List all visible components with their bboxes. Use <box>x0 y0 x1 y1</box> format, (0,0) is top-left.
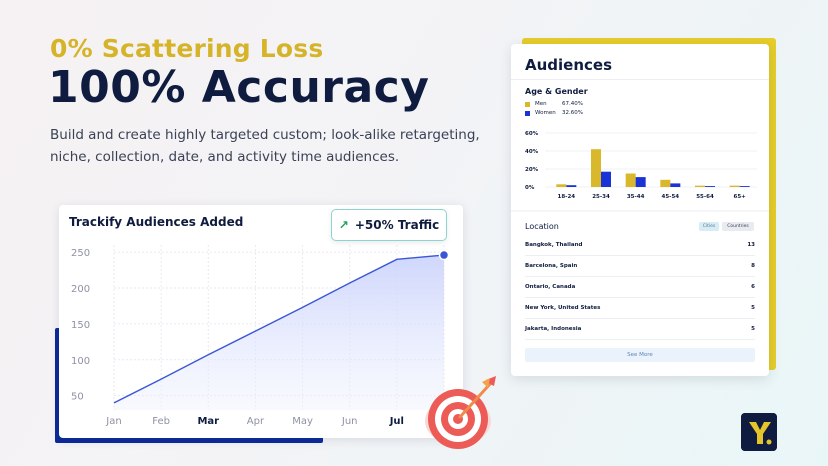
legend-swatch-women <box>525 110 530 116</box>
bar-men <box>729 185 740 187</box>
x-tick-label: Jul <box>389 416 404 427</box>
y-tick-label: 0% <box>525 185 535 191</box>
x-tick-label: 35-44 <box>627 194 645 200</box>
legend-men: Men 67.40% <box>525 101 583 107</box>
tab-countries[interactable]: Countries <box>722 222 754 231</box>
location-count: 13 <box>747 242 755 248</box>
x-tick-label: 55-64 <box>696 194 714 200</box>
location-name: Ontario, Canada <box>525 284 576 290</box>
arrow-up-right-icon: ↗ <box>338 218 349 232</box>
y-tick-label: 100 <box>71 356 90 367</box>
brand-logo-icon <box>741 413 777 451</box>
x-tick-label: Jan <box>105 416 121 427</box>
headline: 0% Scattering Loss <box>50 34 324 63</box>
audiences-card: Audiences Age & Gender Men 67.40% Women … <box>511 44 769 376</box>
x-tick-label: 65+ <box>734 194 747 200</box>
bar-men <box>591 149 601 187</box>
legend-label-women: Women <box>535 110 556 116</box>
y-tick-label: 250 <box>71 248 90 259</box>
bar-women <box>601 171 611 187</box>
trackify-chart-card: 50 100 150 200 250 Jan Feb Mar Apr May Jun Jul Trac… <box>59 205 463 438</box>
tab-cities[interactable]: Cities <box>699 222 719 231</box>
legend-swatch-men <box>525 101 530 107</box>
see-more-button[interactable]: See More <box>525 348 755 362</box>
list-item: Barcelona, Spain 8 <box>525 256 755 277</box>
bar-women <box>705 186 715 187</box>
target-dart-icon <box>425 376 496 449</box>
chart-title: Trackify Audiences Added <box>69 215 244 229</box>
x-tick-label: 18-24 <box>558 194 576 200</box>
age-gender-chart: 0% 20% 40% 60% 18-24 25-34 35-44 45-54 55-64 65+ <box>511 131 769 212</box>
series-end-point <box>438 249 450 261</box>
bar-men <box>556 184 567 187</box>
bar-men <box>660 179 671 187</box>
divider <box>511 79 769 80</box>
bar-women <box>670 183 681 187</box>
x-tick-label: Feb <box>152 416 170 427</box>
location-name: Barcelona, Spain <box>525 263 578 269</box>
y-tick-label: 20% <box>525 167 539 173</box>
list-item: New York, United States 5 <box>525 298 755 319</box>
location-count: 5 <box>751 326 755 332</box>
bar-men <box>695 185 705 187</box>
list-item: Bangkok, Thailand 13 <box>525 235 755 256</box>
y-tick-label: 60% <box>525 131 539 137</box>
traffic-callout: ↗ +50% Traffic <box>331 209 447 241</box>
audiences-title: Audiences <box>525 56 613 74</box>
location-count: 5 <box>751 305 755 311</box>
y-tick-label: 200 <box>71 284 90 295</box>
location-name: Jakarta, Indonesia <box>525 326 582 332</box>
x-tick-label: 25-34 <box>592 194 610 200</box>
legend-label-men: Men <box>535 101 547 107</box>
y-tick-label: 40% <box>525 149 539 155</box>
legend-value-men: 67.40% <box>562 101 583 107</box>
x-tick-label: Jun <box>341 416 358 427</box>
legend-women: Women 32.60% <box>525 110 583 116</box>
list-item: Jakarta, Indonesia 5 <box>525 319 755 340</box>
x-tick-label: Apr <box>247 416 265 427</box>
x-tick-label: 45-54 <box>662 194 680 200</box>
y-tick-label: 150 <box>71 320 90 331</box>
legend-value-women: 32.60% <box>562 110 583 116</box>
x-tick-label: Mar <box>197 416 219 427</box>
y-tick-label: 50 <box>71 392 84 403</box>
area-fill <box>114 255 444 410</box>
bar-women <box>739 186 750 187</box>
x-tick-label: May <box>292 416 313 427</box>
trackify-chart: 50 100 150 200 250 Jan Feb Mar Apr May Jun Jul <box>71 245 450 427</box>
series-line <box>113 254 445 404</box>
list-item: Ontario, Canada 6 <box>525 277 755 298</box>
location-name: New York, United States <box>525 305 601 311</box>
age-gender-title: Age & Gender <box>525 87 588 96</box>
location-name: Bangkok, Thailand <box>525 242 583 248</box>
location-count: 6 <box>751 284 755 290</box>
description: Build and create highly targeted custom;… <box>50 127 480 165</box>
location-title: Location <box>525 222 559 231</box>
traffic-callout-label: +50% Traffic <box>354 218 440 232</box>
bar-men <box>625 173 636 187</box>
bar-women <box>635 177 646 187</box>
location-count: 8 <box>751 263 755 269</box>
page-title: 100% Accuracy <box>48 62 430 113</box>
bar-women <box>566 185 577 187</box>
